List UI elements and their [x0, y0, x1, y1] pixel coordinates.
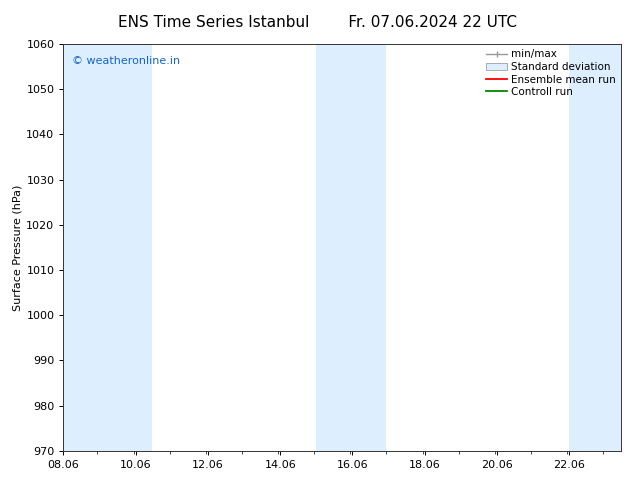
Bar: [115, 44, 152, 451]
Text: ENS Time Series Istanbul        Fr. 07.06.2024 22 UTC: ENS Time Series Istanbul Fr. 07.06.2024 …: [117, 15, 517, 30]
Legend: min/max, Standard deviation, Ensemble mean run, Controll run: min/max, Standard deviation, Ensemble me…: [484, 47, 618, 99]
Y-axis label: Surface Pressure (hPa): Surface Pressure (hPa): [12, 184, 22, 311]
Bar: [63, 44, 115, 451]
Bar: [316, 44, 351, 451]
Text: © weatheronline.in: © weatheronline.in: [72, 56, 180, 66]
Bar: [569, 44, 621, 451]
Bar: [351, 44, 387, 451]
